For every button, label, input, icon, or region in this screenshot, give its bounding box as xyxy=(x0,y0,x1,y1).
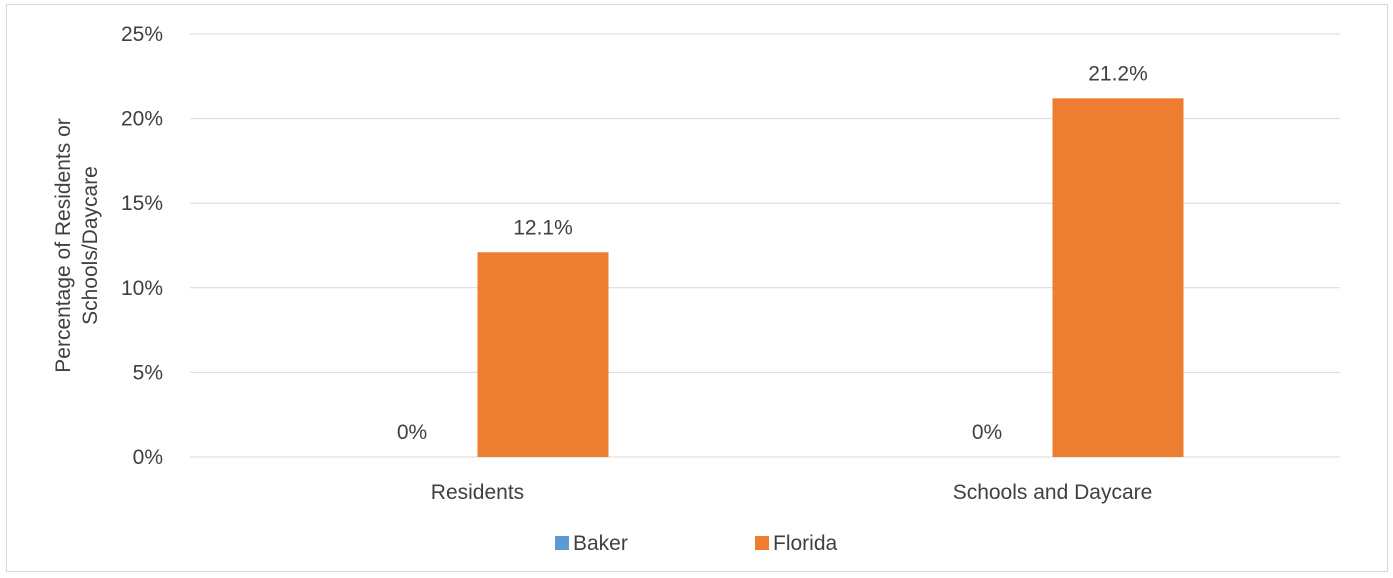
y-axis-ticks: 0% 5% 10% 15% 20% 25% xyxy=(121,23,163,469)
legend-label-florida: Florida xyxy=(773,532,838,555)
data-label: 21.2% xyxy=(1088,62,1148,85)
y-tick-label: 10% xyxy=(121,277,163,300)
legend-swatch-baker xyxy=(555,536,569,550)
bars xyxy=(477,98,1184,458)
y-tick-label: 25% xyxy=(121,23,163,46)
y-tick-label: 5% xyxy=(133,361,163,384)
x-category-label: Schools and Daycare xyxy=(953,481,1153,504)
x-category-label: Residents xyxy=(431,481,524,504)
bar-florida-1 xyxy=(1052,98,1184,458)
bar-florida-0 xyxy=(477,252,609,457)
y-tick-label: 15% xyxy=(121,192,163,215)
data-label: 0% xyxy=(397,421,427,444)
y-axis-label-line: Schools/Daycare xyxy=(79,166,102,325)
x-axis-categories: Residents Schools and Daycare xyxy=(431,481,1153,504)
legend: Baker Florida xyxy=(555,532,838,555)
legend-label-baker: Baker xyxy=(573,532,628,555)
y-axis-label-line: Percentage of Residents or xyxy=(52,118,75,372)
data-label: 0% xyxy=(972,421,1002,444)
y-tick-label: 20% xyxy=(121,108,163,131)
legend-swatch-florida xyxy=(755,536,769,550)
data-label: 12.1% xyxy=(513,216,573,239)
y-tick-label: 0% xyxy=(133,446,163,469)
y-axis-label: Percentage of Residents or Schools/Daycar… xyxy=(52,118,102,372)
data-labels: 0% 12.1% 0% 21.2% xyxy=(397,62,1148,444)
